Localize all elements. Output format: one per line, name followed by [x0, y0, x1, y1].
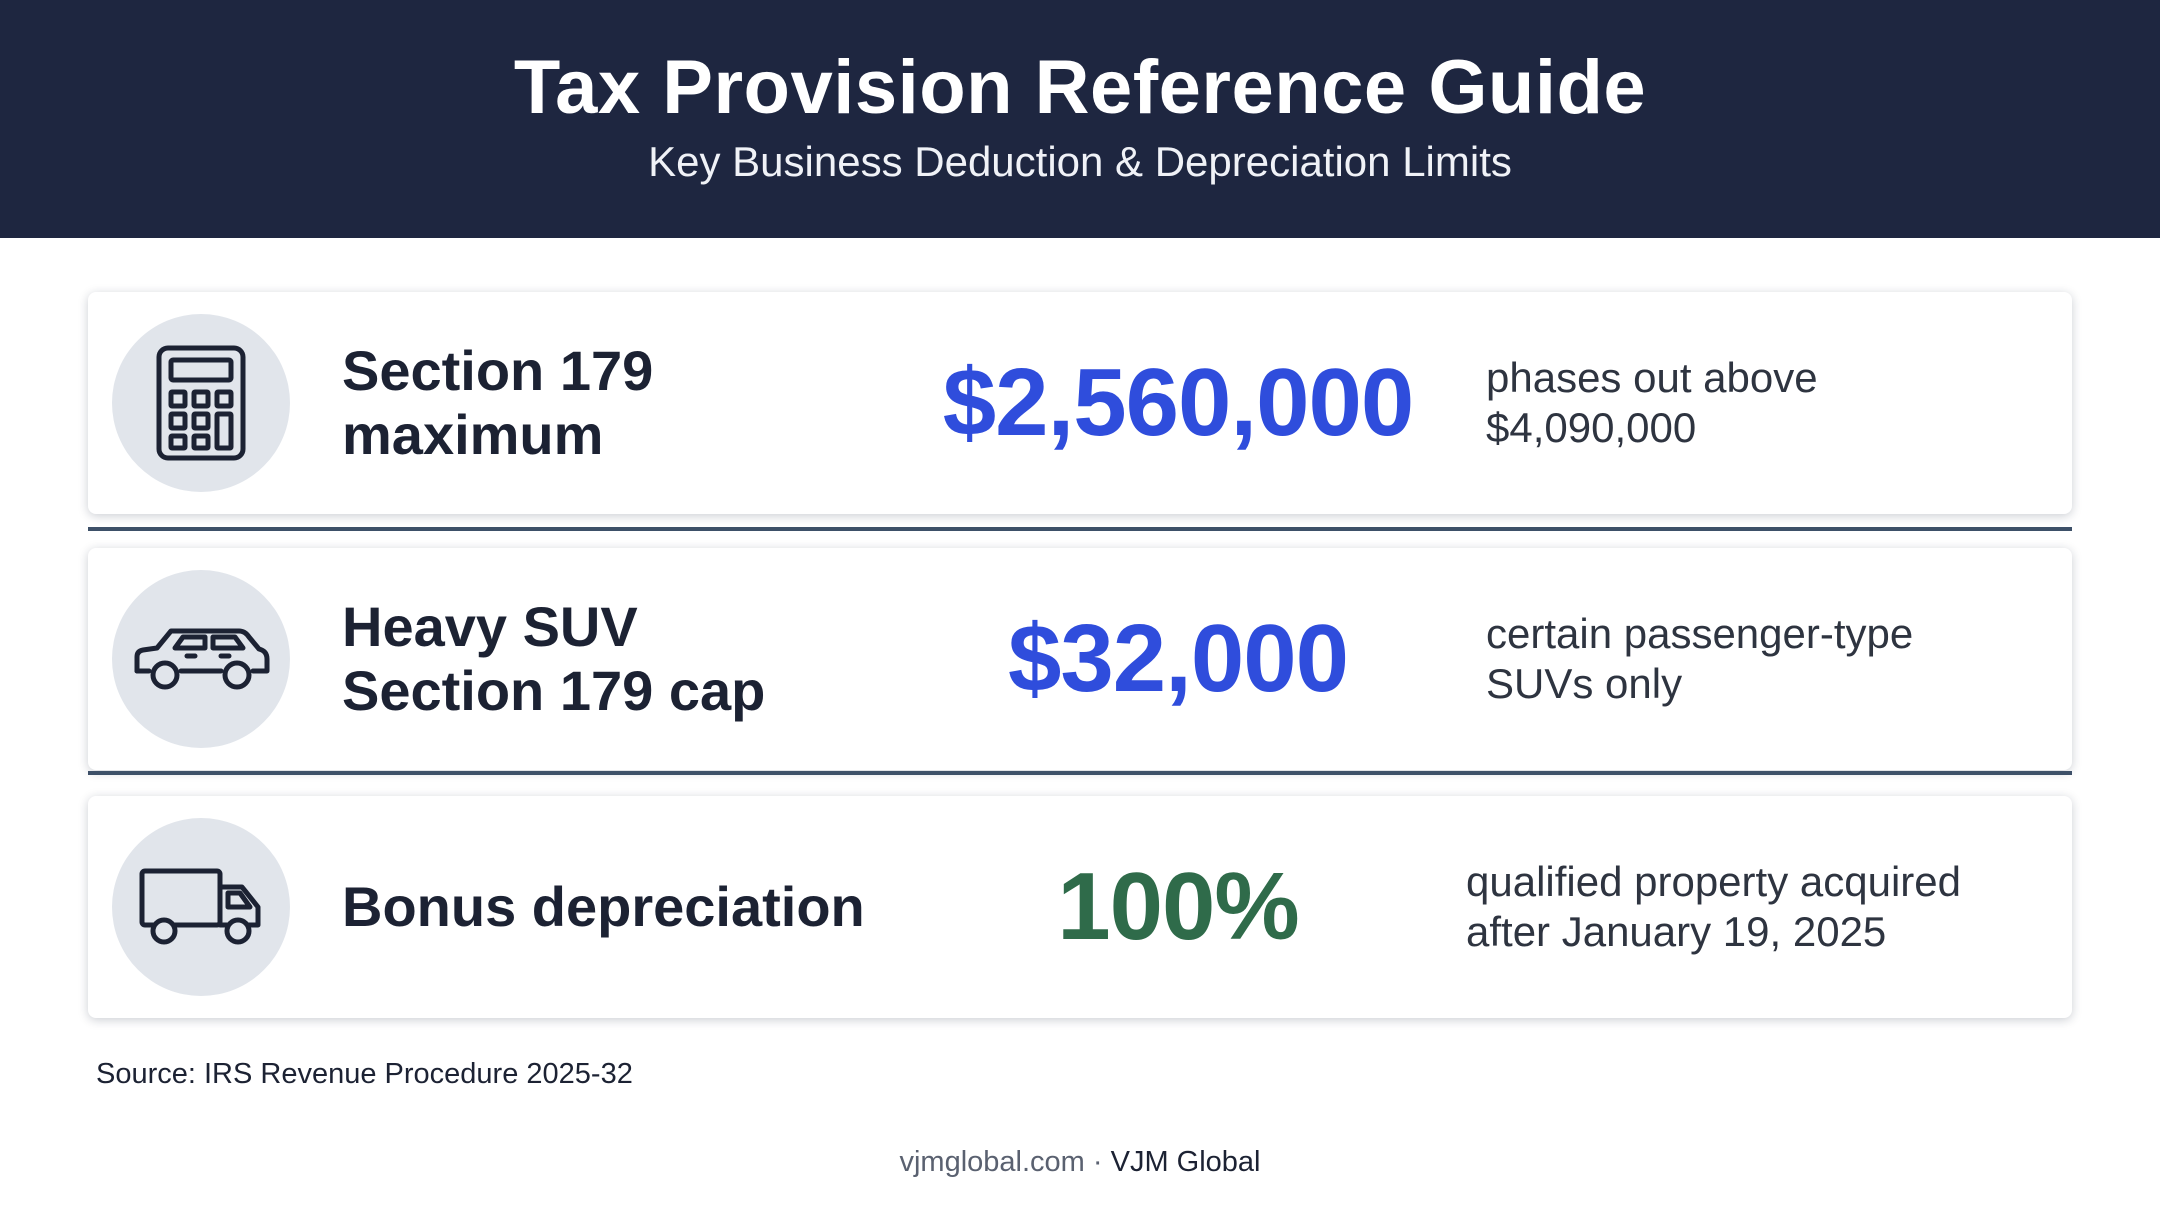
provision-card-heavy-suv: Heavy SUV Section 179 cap $32,000 certai… — [88, 548, 2072, 770]
note-line: $4,090,000 — [1486, 404, 1697, 451]
label-line: Section 179 — [342, 339, 654, 402]
provision-note: qualified property acquired after Januar… — [1466, 796, 2066, 1018]
note-line: SUVs only — [1486, 660, 1683, 707]
note-line: certain passenger-type — [1486, 610, 1914, 657]
truck-icon — [112, 818, 290, 996]
note-line: qualified property acquired — [1466, 858, 1961, 905]
footer-brand: VJM Global — [1110, 1146, 1261, 1178]
provision-value: $2,560,000 — [942, 349, 1414, 456]
row-divider — [88, 771, 2072, 775]
provision-value: 100% — [1057, 853, 1300, 960]
label-line: maximum — [342, 403, 604, 466]
calculator-icon — [112, 314, 290, 492]
provision-note: phases out above $4,090,000 — [1486, 292, 2046, 514]
provision-note: certain passenger-type SUVs only — [1486, 548, 2046, 770]
label-line: Section 179 cap — [342, 659, 766, 722]
note-line: phases out above — [1486, 354, 1818, 401]
header-banner: Tax Provision Reference Guide Key Busine… — [0, 0, 2160, 238]
provision-value: $32,000 — [1007, 605, 1349, 712]
label-line: Bonus depreciation — [342, 875, 865, 938]
label-line: Heavy SUV — [342, 595, 638, 658]
provision-card-section-179: Section 179 maximum $2,560,000 phases ou… — [88, 292, 2072, 514]
footer-site: vjmglobal.com — [899, 1146, 1085, 1178]
footer-separator: · — [1084, 1146, 1111, 1178]
note-line: after January 19, 2025 — [1466, 908, 1887, 955]
page-title: Tax Provision Reference Guide — [513, 45, 1647, 130]
row-divider — [88, 527, 2072, 531]
provision-label: Section 179 maximum — [342, 292, 653, 514]
source-citation: Source: IRS Revenue Procedure 2025-32 — [96, 1058, 633, 1090]
provision-card-bonus-depreciation: Bonus depreciation 100% qualified proper… — [88, 796, 2072, 1018]
page-subtitle: Key Business Deduction & Depreciation Li… — [648, 138, 1512, 185]
suv-icon — [112, 570, 290, 748]
provision-label: Bonus depreciation — [342, 796, 865, 1018]
footer: vjmglobal.com · VJM Global — [0, 1146, 2160, 1179]
provision-label: Heavy SUV Section 179 cap — [342, 548, 765, 770]
